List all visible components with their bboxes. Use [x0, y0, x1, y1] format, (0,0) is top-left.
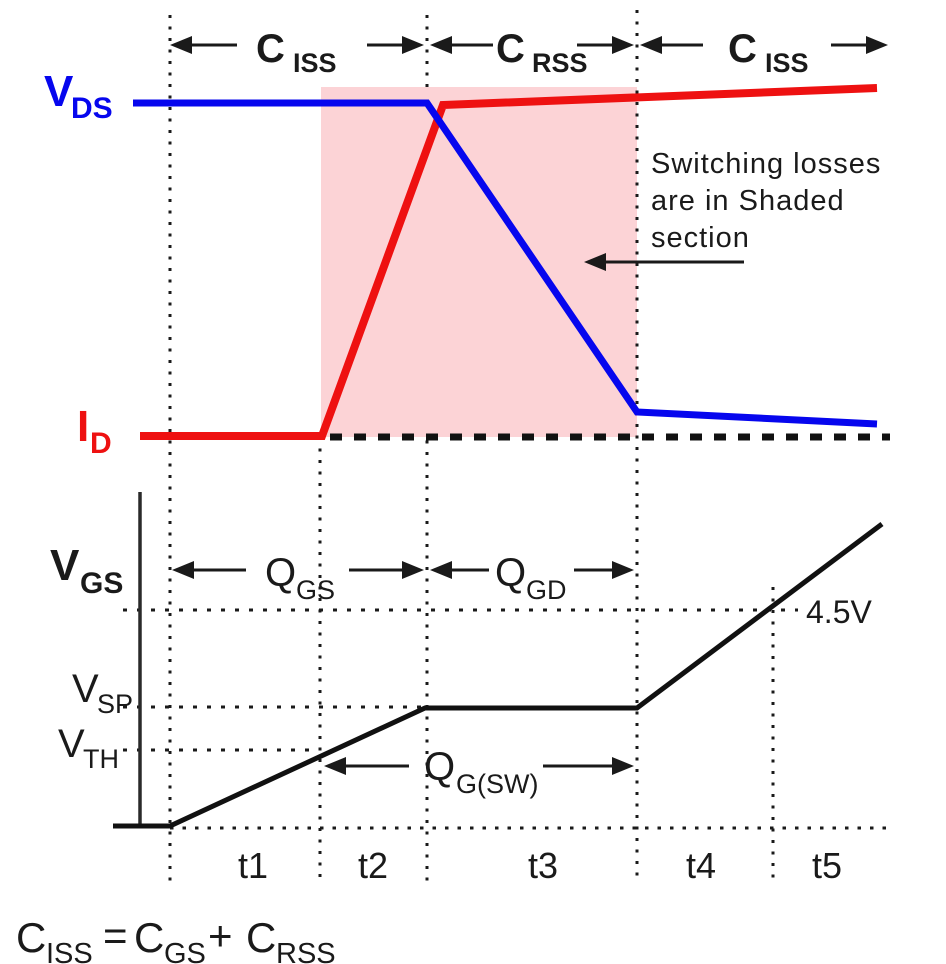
- ciss-span-1: C ISS: [170, 27, 424, 78]
- arrow-left-icon: [324, 757, 346, 775]
- arrow-left-icon: [430, 561, 452, 579]
- t3-label: t3: [528, 845, 558, 886]
- note-line-1: Switching losses: [651, 148, 881, 180]
- vth-label-main: V: [58, 722, 85, 766]
- arrow-left-icon: [170, 36, 192, 54]
- formula-lhs-sub: ISS: [46, 938, 93, 964]
- ciss-label-1-sub: ISS: [293, 48, 337, 78]
- qgd-label-sub: GD: [526, 575, 567, 605]
- crss-span: C RSS: [430, 27, 634, 78]
- formula-term2-sub: RSS: [276, 938, 336, 964]
- capacitance-formula: C ISS = C GS + C RSS: [16, 912, 336, 964]
- vsp-level-label: V SP: [72, 667, 133, 719]
- qgs-label-sub: GS: [296, 575, 335, 605]
- ciss-span-2: C ISS: [640, 27, 888, 78]
- arrow-right-icon: [866, 36, 888, 54]
- t4-label: t4: [686, 845, 716, 886]
- arrow-right-icon: [402, 36, 424, 54]
- crss-label: C: [496, 27, 525, 71]
- arrow-right-icon: [612, 757, 634, 775]
- vds-waveform: [133, 99, 878, 428]
- formula-term1-sub: GS: [164, 938, 206, 964]
- vth-level-label: V TH: [58, 722, 119, 774]
- crss-label-sub: RSS: [532, 48, 588, 78]
- ciss-label-2: C: [728, 27, 757, 71]
- vgs-label-main: V: [50, 541, 80, 590]
- vth-label-sub: TH: [83, 744, 119, 774]
- formula-plus: +: [208, 912, 233, 959]
- t1-label: t1: [238, 845, 268, 886]
- arrow-right-icon: [612, 36, 634, 54]
- qgd-span: Q GD: [430, 551, 634, 605]
- t5-label: t5: [812, 845, 842, 886]
- arrow-left-icon: [430, 36, 452, 54]
- id-label-sub: D: [90, 427, 112, 460]
- id-axis-label: I D: [77, 402, 112, 460]
- formula-equals: =: [103, 912, 128, 959]
- vds-label-sub: DS: [71, 92, 113, 125]
- qgs-label: Q: [265, 551, 296, 595]
- id-label-main: I: [77, 402, 89, 451]
- arrow-left-icon: [172, 561, 194, 579]
- vds-axis-label: V DS: [44, 67, 113, 125]
- qgd-label: Q: [495, 551, 526, 595]
- note-line-2: are in Shaded: [651, 185, 845, 217]
- note-line-3: section: [651, 222, 750, 254]
- arrow-left-icon: [584, 253, 606, 271]
- arrow-right-icon: [402, 561, 424, 579]
- vgs-waveform: [113, 522, 884, 829]
- qgsw-span: Q G(SW): [324, 745, 634, 799]
- vgs-label-sub: GS: [80, 567, 123, 600]
- formula-term1: C: [134, 914, 164, 961]
- vsp-label-sub: SP: [97, 689, 133, 719]
- ciss-label-1: C: [256, 27, 285, 71]
- formula-term2: C: [246, 914, 276, 961]
- vgs-axis-label: V GS: [50, 541, 123, 600]
- vds-label-main: V: [44, 67, 74, 116]
- qgsw-label: Q: [424, 745, 455, 789]
- id-waveform: [140, 84, 878, 440]
- voltage-4v5-label: 4.5V: [806, 594, 872, 630]
- arrow-left-icon: [640, 36, 662, 54]
- switching-losses-note: Switching losses are in Shaded section: [584, 148, 881, 271]
- qgsw-label-sub: G(SW): [456, 769, 538, 799]
- time-interval-labels: t1 t2 t3 t4 t5: [238, 845, 842, 886]
- arrow-right-icon: [612, 561, 634, 579]
- formula-lhs: C: [16, 914, 46, 961]
- t2-label: t2: [358, 845, 388, 886]
- ciss-label-2-sub: ISS: [765, 48, 809, 78]
- vsp-label-main: V: [72, 667, 99, 711]
- qgs-span: Q GS: [172, 551, 424, 605]
